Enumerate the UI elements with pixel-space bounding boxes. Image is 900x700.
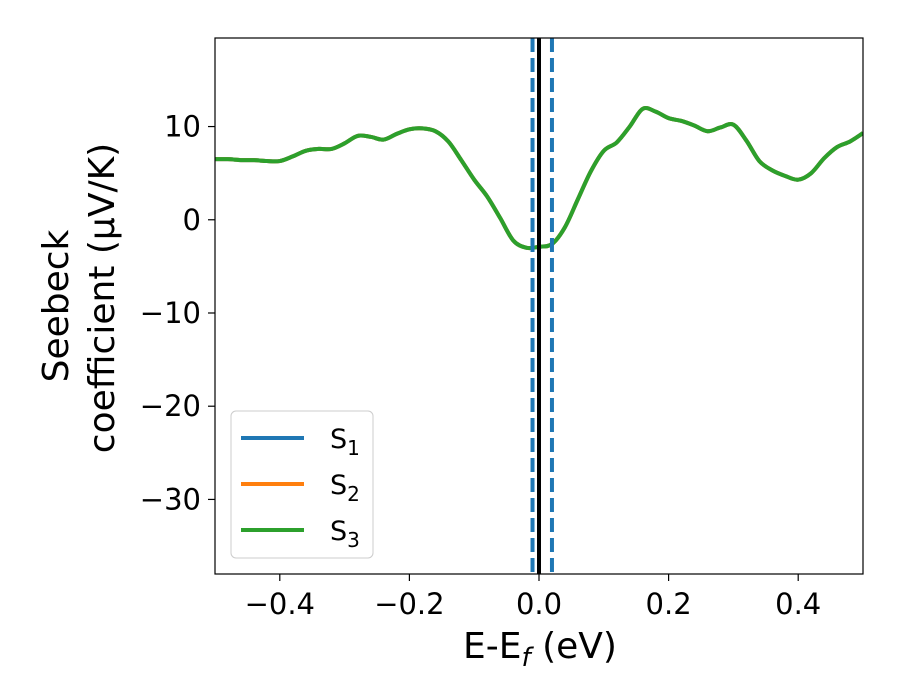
legend-entries: S1 S2 S3 [241,424,360,552]
y-axis-label-line2: coefficient (μV/K) [82,143,123,453]
plot-area [215,38,863,574]
x-axis-ticks: −0.4 −0.2 0.0 0.2 0.4 [245,574,821,621]
legend-label: S2 [330,470,360,506]
y-tick-label: −10 [140,296,201,330]
x-axis-label: E-Ef (eV) [463,626,617,673]
x-tick-label: 0.0 [516,587,562,621]
legend-entry-s3: S3 [241,516,360,552]
x-tick-label: 0.4 [775,587,821,621]
y-tick-label: −30 [140,482,201,516]
legend-label: S1 [330,424,360,460]
legend: S1 S2 S3 [230,410,374,559]
y-tick-label: 0 [183,203,201,237]
x-tick-label: −0.4 [245,587,315,621]
y-tick-label: −20 [140,389,201,423]
legend-entry-s1: S1 [241,424,360,460]
y-axis-label-line1: Seebeck [36,229,77,382]
legend-label: S3 [330,516,360,552]
x-tick-label: −0.2 [374,587,444,621]
y-axis-ticks: 10 0 −10 −20 −30 [140,110,215,516]
x-tick-label: 0.2 [646,587,692,621]
y-tick-label: 10 [164,110,201,144]
legend-entry-s2: S2 [241,470,360,506]
